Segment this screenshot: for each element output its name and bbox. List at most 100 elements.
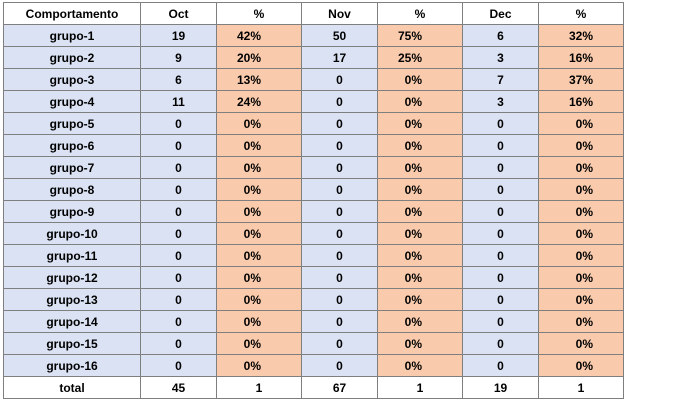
- nov-percent-cell: 0%: [377, 222, 463, 245]
- dec-percent-cell: 0%: [538, 288, 624, 311]
- group-name-cell: grupo-16: [3, 354, 141, 377]
- dec-percent-cell: 0%: [538, 244, 624, 267]
- nov-percent-cell: 25%: [377, 46, 463, 69]
- nov-count-cell: 0: [301, 178, 378, 201]
- table-row: grupo-3 6 13% 0 0% 7 37%: [3, 68, 624, 91]
- group-name-cell: grupo-12: [3, 266, 141, 289]
- table-row: grupo-10 0 0% 0 0% 0 0%: [3, 222, 624, 245]
- table-row: grupo-2 9 20% 17 25% 3 16%: [3, 46, 624, 69]
- oct-percent-cell: 13%: [216, 68, 302, 91]
- oct-count-cell: 0: [140, 112, 217, 135]
- dec-percent-cell: 16%: [538, 90, 624, 113]
- table-row: grupo-5 0 0% 0 0% 0 0%: [3, 112, 624, 135]
- dec-percent-cell: 0%: [538, 266, 624, 289]
- header-dec: Dec: [462, 2, 539, 25]
- dec-count-cell: 0: [462, 156, 539, 179]
- oct-percent-cell: 0%: [216, 288, 302, 311]
- table-row: grupo-13 0 0% 0 0% 0 0%: [3, 288, 624, 311]
- oct-count-cell: 0: [140, 332, 217, 355]
- total-nov: 67: [301, 376, 378, 399]
- oct-percent-cell: 0%: [216, 156, 302, 179]
- oct-count-cell: 9: [140, 46, 217, 69]
- oct-percent-cell: 0%: [216, 178, 302, 201]
- dec-count-cell: 0: [462, 354, 539, 377]
- table-row: grupo-11 0 0% 0 0% 0 0%: [3, 244, 624, 267]
- group-name-cell: grupo-2: [3, 46, 141, 69]
- nov-percent-cell: 0%: [377, 288, 463, 311]
- dec-count-cell: 0: [462, 244, 539, 267]
- dec-percent-cell: 0%: [538, 134, 624, 157]
- oct-count-cell: 0: [140, 266, 217, 289]
- oct-count-cell: 0: [140, 178, 217, 201]
- table-row: grupo-4 11 24% 0 0% 3 16%: [3, 90, 624, 113]
- nov-count-cell: 0: [301, 156, 378, 179]
- oct-percent-cell: 0%: [216, 310, 302, 333]
- oct-count-cell: 0: [140, 244, 217, 267]
- group-name-cell: grupo-1: [3, 24, 141, 47]
- oct-percent-cell: 20%: [216, 46, 302, 69]
- total-row: total 45 1 67 1 19 1: [3, 376, 624, 399]
- nov-count-cell: 17: [301, 46, 378, 69]
- nov-count-cell: 0: [301, 266, 378, 289]
- dec-count-cell: 0: [462, 222, 539, 245]
- oct-count-cell: 0: [140, 354, 217, 377]
- dec-percent-cell: 32%: [538, 24, 624, 47]
- dec-percent-cell: 0%: [538, 222, 624, 245]
- oct-count-cell: 0: [140, 156, 217, 179]
- oct-percent-cell: 0%: [216, 112, 302, 135]
- nov-count-cell: 0: [301, 200, 378, 223]
- group-name-cell: grupo-7: [3, 156, 141, 179]
- dec-percent-cell: 16%: [538, 46, 624, 69]
- total-dec-percent: 1: [538, 376, 624, 399]
- group-name-cell: grupo-3: [3, 68, 141, 91]
- table-row: grupo-15 0 0% 0 0% 0 0%: [3, 332, 624, 355]
- oct-count-cell: 19: [140, 24, 217, 47]
- dec-count-cell: 0: [462, 134, 539, 157]
- nov-percent-cell: 0%: [377, 156, 463, 179]
- group-name-cell: grupo-9: [3, 200, 141, 223]
- group-name-cell: grupo-14: [3, 310, 141, 333]
- oct-count-cell: 0: [140, 310, 217, 333]
- dec-count-cell: 0: [462, 310, 539, 333]
- total-nov-percent: 1: [377, 376, 463, 399]
- dec-count-cell: 0: [462, 288, 539, 311]
- nov-count-cell: 0: [301, 354, 378, 377]
- oct-percent-cell: 42%: [216, 24, 302, 47]
- table-row: grupo-6 0 0% 0 0% 0 0%: [3, 134, 624, 157]
- oct-percent-cell: 0%: [216, 134, 302, 157]
- oct-percent-cell: 24%: [216, 90, 302, 113]
- table-row: grupo-9 0 0% 0 0% 0 0%: [3, 200, 624, 223]
- oct-count-cell: 0: [140, 200, 217, 223]
- nov-count-cell: 0: [301, 244, 378, 267]
- total-oct: 45: [140, 376, 217, 399]
- nov-count-cell: 0: [301, 332, 378, 355]
- table-row: grupo-16 0 0% 0 0% 0 0%: [3, 354, 624, 377]
- dec-percent-cell: 0%: [538, 332, 624, 355]
- oct-count-cell: 11: [140, 90, 217, 113]
- nov-count-cell: 0: [301, 310, 378, 333]
- header-row: Comportamento Oct % Nov % Dec %: [3, 2, 624, 25]
- header-nov: Nov: [301, 2, 378, 25]
- dec-percent-cell: 0%: [538, 112, 624, 135]
- dec-percent-cell: 0%: [538, 178, 624, 201]
- nov-percent-cell: 0%: [377, 310, 463, 333]
- nov-percent-cell: 0%: [377, 134, 463, 157]
- dec-count-cell: 0: [462, 178, 539, 201]
- header-oct-percent: %: [216, 2, 302, 25]
- group-name-cell: grupo-13: [3, 288, 141, 311]
- nov-percent-cell: 0%: [377, 354, 463, 377]
- nov-percent-cell: 0%: [377, 112, 463, 135]
- nov-percent-cell: 75%: [377, 24, 463, 47]
- dec-count-cell: 0: [462, 200, 539, 223]
- nov-percent-cell: 0%: [377, 178, 463, 201]
- oct-percent-cell: 0%: [216, 354, 302, 377]
- oct-percent-cell: 0%: [216, 222, 302, 245]
- dec-count-cell: 0: [462, 332, 539, 355]
- group-name-cell: grupo-4: [3, 90, 141, 113]
- oct-count-cell: 6: [140, 68, 217, 91]
- header-oct: Oct: [140, 2, 217, 25]
- dec-count-cell: 3: [462, 46, 539, 69]
- nov-percent-cell: 0%: [377, 90, 463, 113]
- nov-percent-cell: 0%: [377, 244, 463, 267]
- header-nov-percent: %: [377, 2, 463, 25]
